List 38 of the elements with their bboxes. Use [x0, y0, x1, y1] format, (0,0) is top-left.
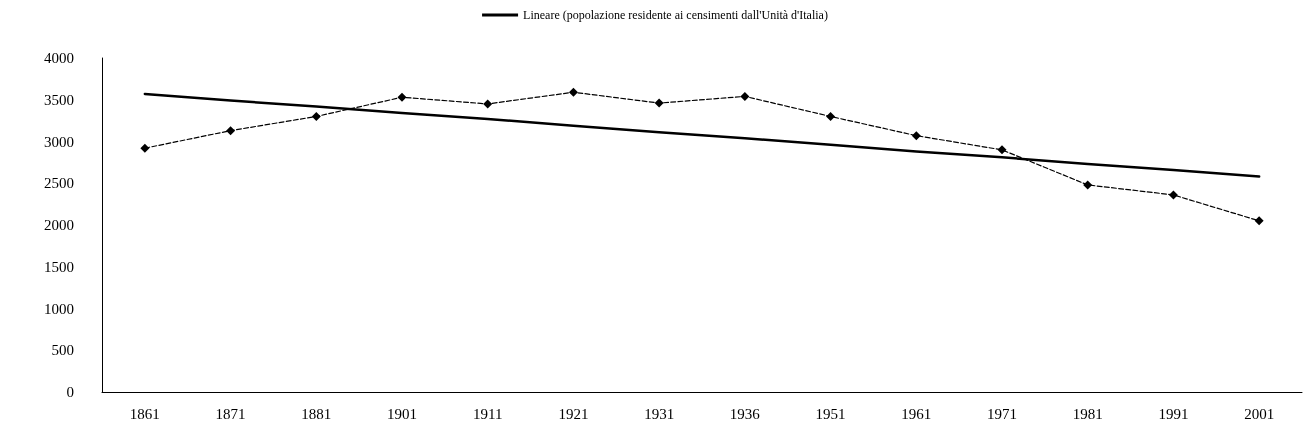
x-tick-label: 1861 [129, 405, 160, 422]
point [740, 91, 750, 101]
x-tick-label: 1951 [815, 405, 846, 422]
point [140, 143, 150, 153]
point [1168, 190, 1178, 200]
point [911, 131, 921, 141]
y-tick-label: 0 [66, 384, 74, 400]
y-tick-label: 3000 [44, 133, 74, 150]
x-tick-label: 1911 [472, 405, 503, 422]
x-tick-label: 2001 [1244, 405, 1275, 422]
y-tick-label: 1000 [44, 300, 74, 317]
x-tick-label: 1921 [558, 405, 589, 422]
x-tick-label: 1971 [987, 405, 1017, 422]
x-tick-label: 1881 [301, 405, 332, 422]
point [1254, 216, 1264, 226]
y-tick-label: 500 [51, 342, 74, 359]
x-tick-label: 1991 [1158, 405, 1189, 422]
x-tick-label: 1931 [644, 405, 675, 422]
legend-label: Lineare (popolazione residente ai censimenti dall'Unità d'Italia) [523, 8, 828, 22]
point [654, 98, 664, 108]
y-tick-label: 3500 [44, 91, 74, 108]
y-tick-label: 1500 [44, 258, 74, 275]
point [826, 111, 836, 121]
x-tick-label: 1936 [729, 405, 761, 422]
point [1083, 180, 1093, 190]
point [997, 145, 1007, 155]
point [226, 126, 236, 136]
point [311, 111, 321, 121]
y-tick-label: 2000 [44, 217, 74, 233]
x-tick-label: 1901 [387, 405, 417, 422]
x-tick-label: 1871 [215, 405, 246, 422]
x-tick-label: 1981 [1072, 405, 1103, 422]
y-tick-label: 4000 [44, 50, 74, 66]
y-tick-label: 2500 [44, 175, 74, 192]
x-tick-label: 1961 [901, 405, 932, 422]
point [397, 92, 407, 102]
point [568, 87, 578, 97]
point [483, 99, 493, 109]
